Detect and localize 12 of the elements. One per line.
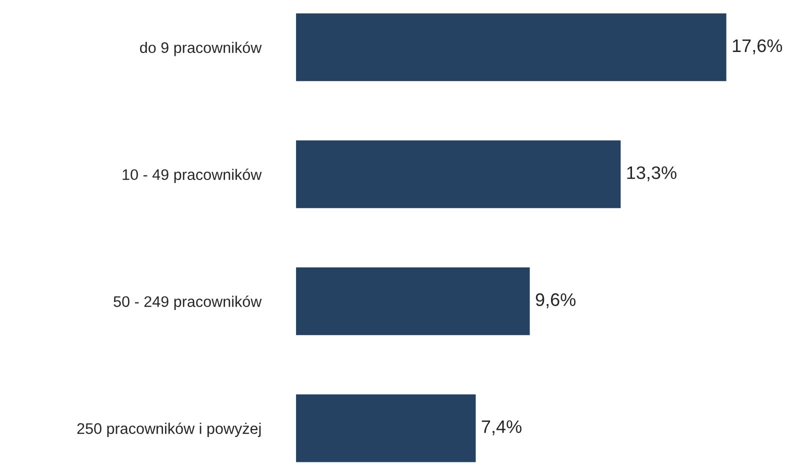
data-label: 13,3% [627, 166, 676, 182]
bar [294, 11, 728, 84]
y-tick-label: 10 - 49 pracowników [122, 168, 262, 184]
y-tick-label: do 9 pracowników [140, 42, 262, 56]
data-label: 17,6% [732, 39, 782, 54]
data-label: 9,6% [536, 293, 576, 308]
y-tick-label: 50 - 249 pracowników [114, 296, 262, 310]
bar [294, 265, 532, 338]
bar [294, 392, 478, 463]
data-label: 7,4% [482, 420, 522, 436]
y-tick-label: 250 pracowników i powyżej [77, 422, 261, 438]
bar [294, 138, 623, 210]
